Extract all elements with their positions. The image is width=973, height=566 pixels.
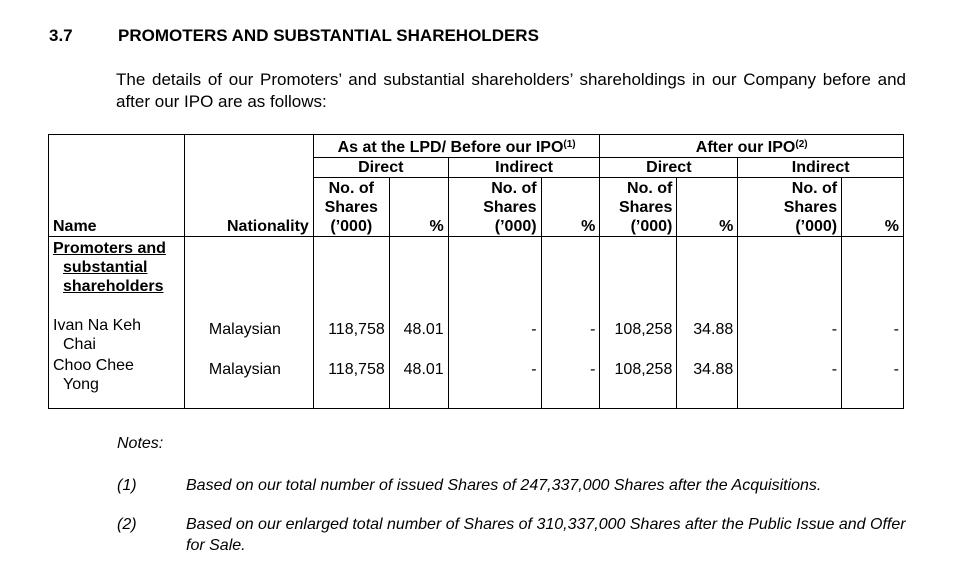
- section-title: PROMOTERS AND SUBSTANTIAL SHAREHOLDERS: [118, 26, 539, 45]
- shareholdings-table: Name Nationality As at the LPD/ Before o…: [48, 134, 904, 409]
- header-before-direct: Direct: [312, 157, 449, 178]
- nationality-value: Malaysian: [208, 321, 281, 338]
- section-number: 3.7: [49, 26, 73, 45]
- header-name: Name: [48, 134, 185, 237]
- after-indirect-pct-column: - -: [841, 236, 904, 409]
- after-indirect-shares-column: - -: [737, 236, 843, 409]
- header-after-indirect-shares: No. of Shares (’000): [737, 177, 843, 237]
- header-after-ipo: After our IPO(2): [599, 134, 904, 158]
- header-before-ipo: As at the LPD/ Before our IPO(1): [312, 134, 601, 158]
- after-direct-shares-column: 108,258 108,258: [599, 236, 678, 409]
- header-before-direct-shares: No. of Shares (’000): [312, 177, 390, 237]
- header-after-direct-pct: %: [676, 177, 739, 237]
- header-before-indirect-shares: No. of Shares (’000): [447, 177, 542, 237]
- header-after-indirect-pct: %: [841, 177, 904, 237]
- header-after-direct-shares: No. of Shares (’000): [599, 177, 678, 237]
- header-before-indirect-pct: %: [540, 177, 601, 237]
- header-nationality: Nationality: [183, 134, 314, 237]
- group-label: Promoters and substantial shareholders: [53, 240, 166, 295]
- header-after-direct: Direct: [599, 157, 739, 178]
- before-direct-pct-column: 48.01 48.01: [388, 236, 449, 409]
- note-item: (2) Based on our enlarged total number of…: [117, 516, 906, 554]
- after-direct-pct-column: 34.88 34.88: [676, 236, 739, 409]
- name-column: Promoters and substantial shareholders I…: [48, 236, 185, 409]
- nationality-column: Malaysian Malaysian: [183, 236, 314, 409]
- header-before-direct-pct: %: [388, 177, 449, 237]
- intro-paragraph: The details of our Promoters’ and substa…: [116, 70, 906, 111]
- before-direct-shares-column: 118,758 118,758: [312, 236, 390, 409]
- before-indirect-pct-column: - -: [540, 236, 601, 409]
- nationality-value: Malaysian: [208, 361, 281, 378]
- shareholder-name: Choo Chee Yong: [53, 357, 134, 393]
- notes-title: Notes:: [117, 435, 164, 452]
- note-item: (1) Based on our total number of issued S…: [117, 477, 822, 494]
- header-before-indirect: Indirect: [447, 157, 601, 178]
- before-indirect-shares-column: - -: [447, 236, 542, 409]
- header-after-indirect: Indirect: [737, 157, 904, 178]
- shareholder-name: Ivan Na Keh Chai: [53, 317, 142, 353]
